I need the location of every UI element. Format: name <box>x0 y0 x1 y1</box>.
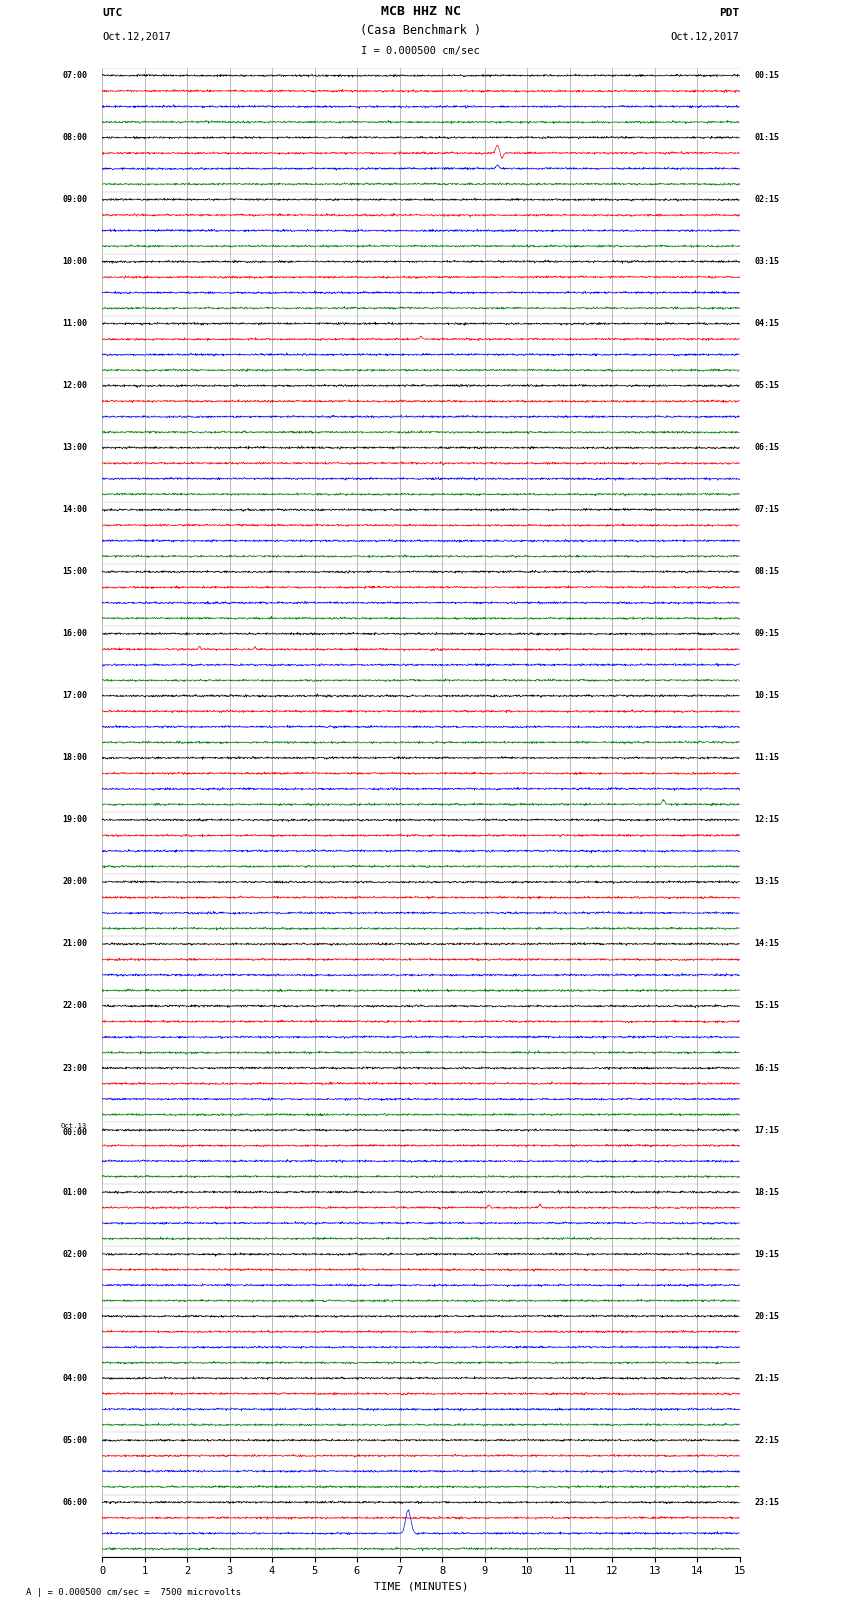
Text: 16:15: 16:15 <box>755 1063 779 1073</box>
Text: 13:00: 13:00 <box>62 444 87 452</box>
Text: A | = 0.000500 cm/sec =  7500 microvolts: A | = 0.000500 cm/sec = 7500 microvolts <box>26 1587 241 1597</box>
Text: Oct.13: Oct.13 <box>61 1123 87 1129</box>
Text: 05:15: 05:15 <box>755 381 779 390</box>
Text: 15:00: 15:00 <box>62 568 87 576</box>
Text: 02:15: 02:15 <box>755 195 779 205</box>
Text: 17:15: 17:15 <box>755 1126 779 1134</box>
Text: 04:00: 04:00 <box>62 1374 87 1382</box>
Text: 08:15: 08:15 <box>755 568 779 576</box>
Text: 20:15: 20:15 <box>755 1311 779 1321</box>
Text: PDT: PDT <box>719 8 740 18</box>
Text: 12:15: 12:15 <box>755 816 779 824</box>
Text: 06:00: 06:00 <box>62 1498 87 1507</box>
Text: 22:15: 22:15 <box>755 1436 779 1445</box>
Text: 07:15: 07:15 <box>755 505 779 515</box>
Text: 14:00: 14:00 <box>62 505 87 515</box>
Text: 22:00: 22:00 <box>62 1002 87 1010</box>
Text: 03:15: 03:15 <box>755 256 779 266</box>
Text: 21:15: 21:15 <box>755 1374 779 1382</box>
Text: 00:00: 00:00 <box>62 1127 87 1137</box>
Text: Oct.12,2017: Oct.12,2017 <box>102 32 171 42</box>
Text: 18:15: 18:15 <box>755 1187 779 1197</box>
Text: (Casa Benchmark ): (Casa Benchmark ) <box>360 24 481 37</box>
Text: Oct.12,2017: Oct.12,2017 <box>671 32 740 42</box>
Text: 05:00: 05:00 <box>62 1436 87 1445</box>
Text: 10:00: 10:00 <box>62 256 87 266</box>
Text: 14:15: 14:15 <box>755 939 779 948</box>
Text: 00:15: 00:15 <box>755 71 779 81</box>
Text: 02:00: 02:00 <box>62 1250 87 1258</box>
Text: 10:15: 10:15 <box>755 692 779 700</box>
Text: 19:00: 19:00 <box>62 816 87 824</box>
Text: 21:00: 21:00 <box>62 939 87 948</box>
Text: 11:00: 11:00 <box>62 319 87 327</box>
Text: 11:15: 11:15 <box>755 753 779 763</box>
Text: 04:15: 04:15 <box>755 319 779 327</box>
Text: 13:15: 13:15 <box>755 877 779 887</box>
Text: 20:00: 20:00 <box>62 877 87 887</box>
Text: 09:00: 09:00 <box>62 195 87 205</box>
Text: 17:00: 17:00 <box>62 692 87 700</box>
Text: 01:00: 01:00 <box>62 1187 87 1197</box>
Text: I = 0.000500 cm/sec: I = 0.000500 cm/sec <box>361 47 480 56</box>
Text: 03:00: 03:00 <box>62 1311 87 1321</box>
Text: 18:00: 18:00 <box>62 753 87 763</box>
Text: 06:15: 06:15 <box>755 444 779 452</box>
Text: MCB HHZ NC: MCB HHZ NC <box>381 5 461 18</box>
Text: 23:00: 23:00 <box>62 1063 87 1073</box>
X-axis label: TIME (MINUTES): TIME (MINUTES) <box>373 1582 468 1592</box>
Text: 15:15: 15:15 <box>755 1002 779 1010</box>
Text: UTC: UTC <box>102 8 122 18</box>
Text: 08:00: 08:00 <box>62 132 87 142</box>
Text: 16:00: 16:00 <box>62 629 87 639</box>
Text: 23:15: 23:15 <box>755 1498 779 1507</box>
Text: 01:15: 01:15 <box>755 132 779 142</box>
Text: 07:00: 07:00 <box>62 71 87 81</box>
Text: 12:00: 12:00 <box>62 381 87 390</box>
Text: 19:15: 19:15 <box>755 1250 779 1258</box>
Text: 09:15: 09:15 <box>755 629 779 639</box>
